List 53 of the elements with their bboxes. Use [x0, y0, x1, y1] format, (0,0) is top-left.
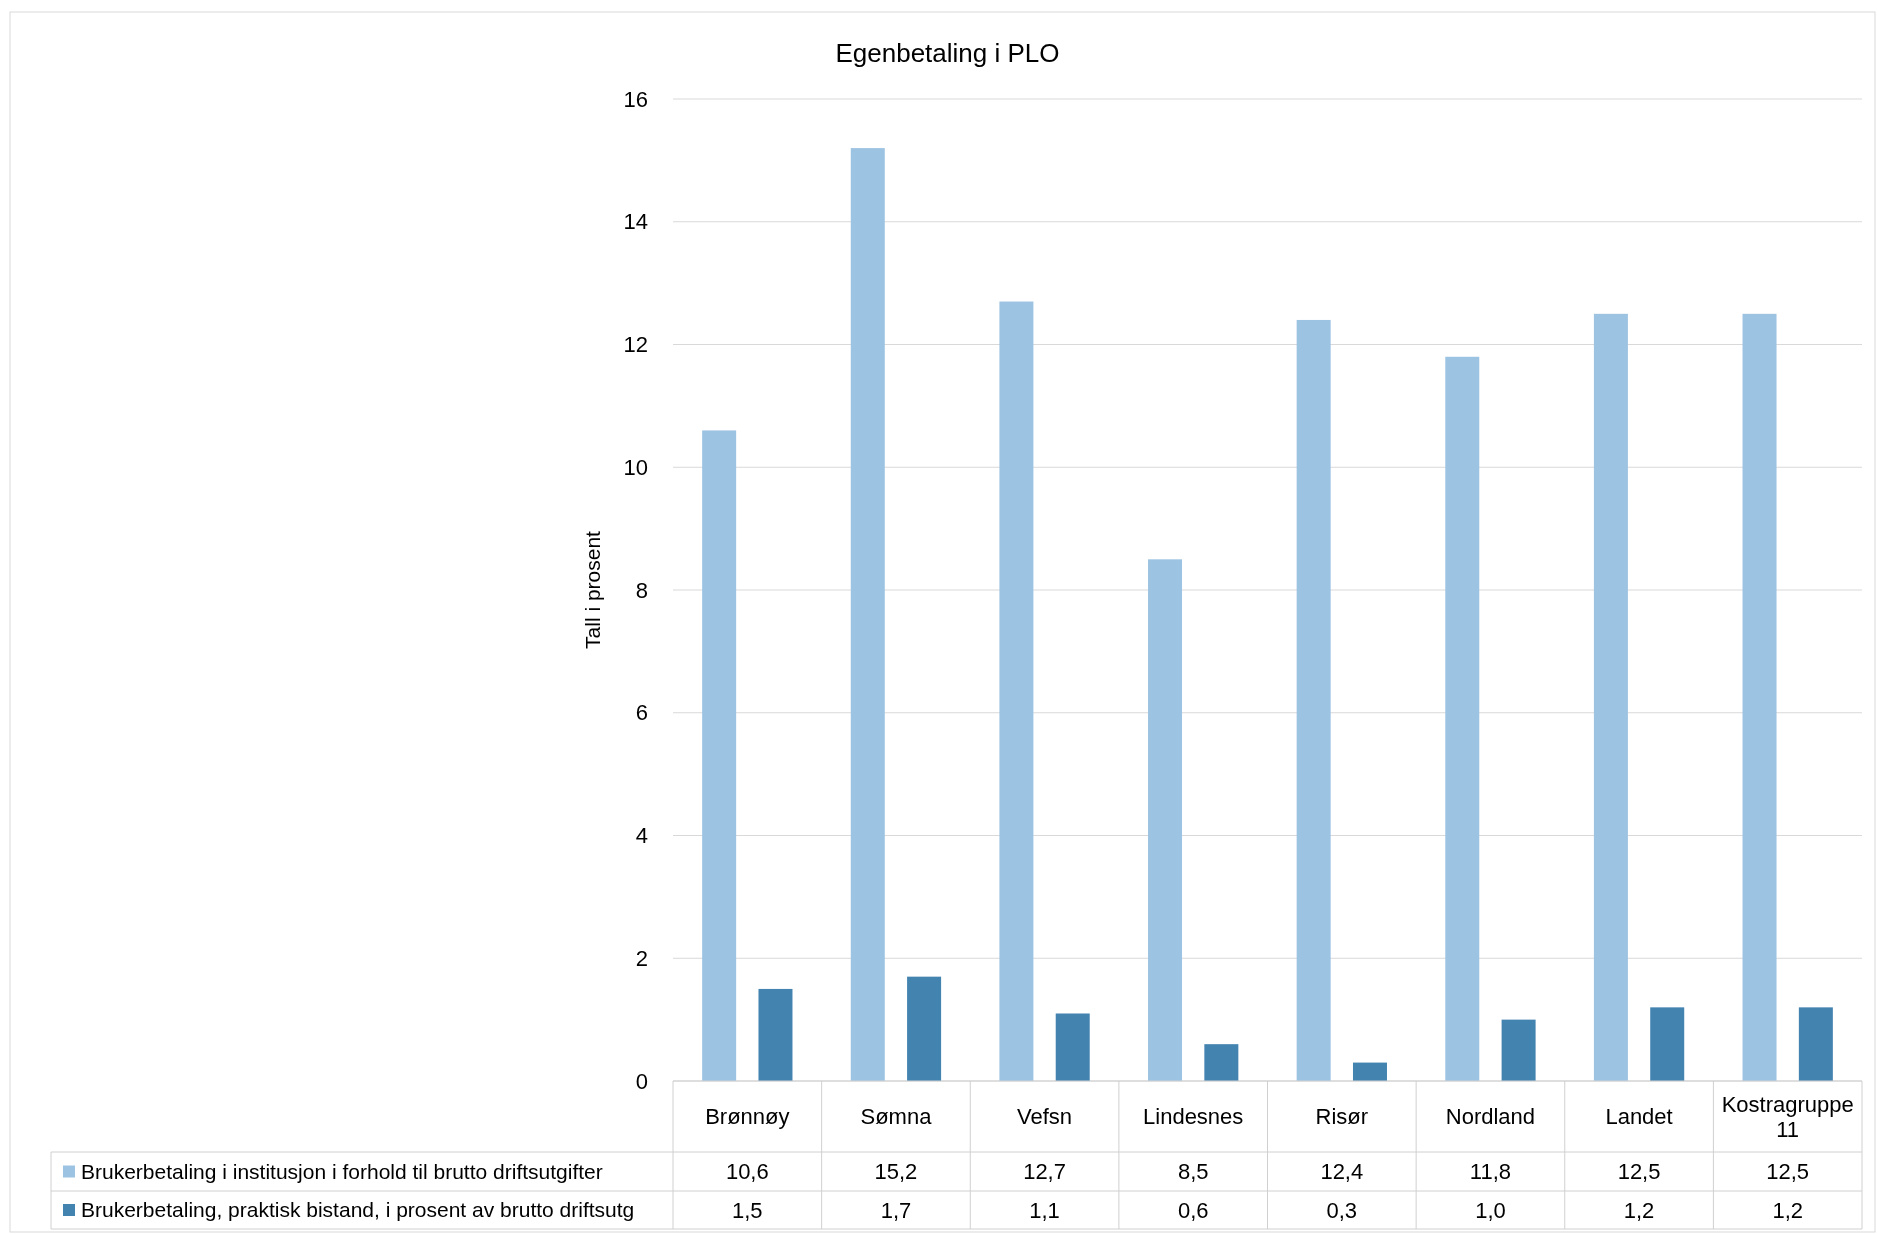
bar [1148, 559, 1183, 1081]
data-label: 1,1 [1029, 1197, 1060, 1223]
x-tick-label: Nordland [1445, 1104, 1536, 1130]
data-label: 12,4 [1320, 1159, 1364, 1185]
bar [1204, 1044, 1239, 1082]
x-tick-label: Kostragruppe 11 [1721, 1092, 1854, 1143]
data-label: 1,5 [732, 1197, 763, 1223]
data-label: 1,7 [880, 1197, 912, 1223]
y-tick-label: 4 [635, 823, 648, 849]
bar [1650, 1007, 1685, 1081]
bar [1501, 1019, 1536, 1081]
legend-label: Brukerbetaling, praktisk bistand, i prosent av brutto driftsutg [81, 1198, 635, 1222]
bar [1296, 319, 1331, 1081]
chart-title: Egenbetaling i PLO [835, 38, 1060, 68]
y-tick-label: 16 [623, 86, 648, 112]
bar [1055, 1013, 1090, 1081]
data-label: 0,3 [1326, 1197, 1358, 1223]
bar [758, 988, 793, 1081]
x-tick-label: Brønnøy [705, 1104, 790, 1130]
x-tick-label: Lindesnes [1143, 1104, 1244, 1130]
bar [702, 430, 737, 1081]
y-tick-label: 10 [623, 454, 648, 480]
data-label: 12,5 [1617, 1159, 1661, 1185]
data-label: 15,2 [874, 1159, 918, 1185]
x-tick-label: Landet [1605, 1104, 1673, 1130]
y-tick-label: 0 [635, 1068, 648, 1094]
data-label: 1,2 [1772, 1197, 1803, 1223]
bar [1742, 313, 1777, 1081]
data-label: 12,5 [1766, 1159, 1810, 1185]
data-label: 12,7 [1023, 1159, 1066, 1185]
bar [1798, 1007, 1833, 1081]
data-label: 8,5 [1177, 1159, 1209, 1185]
data-label: 10,6 [725, 1159, 769, 1185]
bar [1445, 356, 1480, 1081]
x-tick-label: Vefsn [1017, 1104, 1073, 1130]
legend-label: Brukerbetaling i institusjon i forhold til brutto driftsutgifter [81, 1159, 603, 1183]
y-tick-label: 14 [623, 209, 648, 235]
x-tick-label: Risør [1315, 1104, 1369, 1130]
x-tick-label: Sømna [860, 1104, 933, 1130]
data-label: 11,8 [1469, 1159, 1512, 1185]
bar [1352, 1062, 1387, 1081]
data-label: 1,2 [1623, 1197, 1655, 1223]
y-tick-label: 8 [635, 577, 648, 603]
data-label: 0,6 [1177, 1197, 1209, 1223]
bar [907, 976, 942, 1081]
y-axis-title: Tall i prosent [581, 530, 604, 649]
data-label: 1,0 [1475, 1197, 1506, 1223]
bar [1593, 313, 1628, 1081]
bar [850, 148, 885, 1081]
y-tick-label: 6 [635, 700, 648, 726]
bar [999, 301, 1034, 1081]
y-tick-label: 12 [623, 332, 648, 358]
y-tick-label: 2 [635, 945, 648, 971]
